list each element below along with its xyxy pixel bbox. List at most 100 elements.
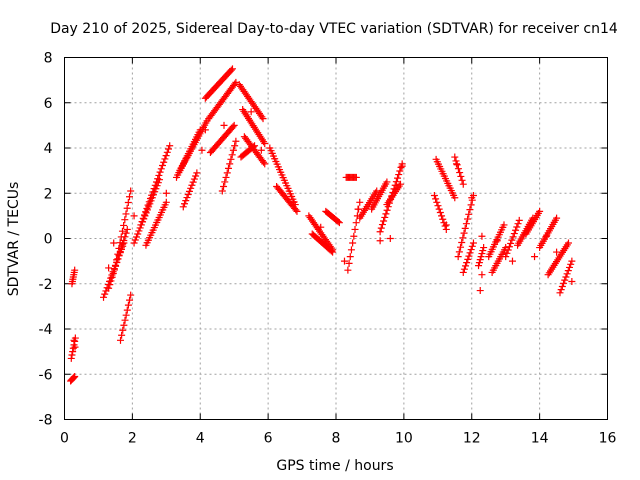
data-point-marker bbox=[71, 266, 79, 274]
data-point-marker bbox=[124, 301, 132, 309]
data-point-marker bbox=[327, 247, 335, 255]
data-point-marker bbox=[110, 266, 118, 274]
data-point-marker bbox=[457, 243, 465, 251]
data-point-marker bbox=[460, 265, 468, 273]
data-point-marker bbox=[476, 256, 484, 264]
data-point-marker bbox=[251, 142, 259, 150]
data-point-marker bbox=[510, 230, 518, 238]
data-point-marker bbox=[223, 169, 231, 177]
data-point-marker bbox=[465, 252, 473, 260]
data-point-marker bbox=[189, 178, 197, 186]
y-tick-label: 4 bbox=[44, 141, 53, 157]
data-point-marker bbox=[467, 246, 475, 254]
data-point-marker bbox=[564, 239, 572, 247]
data-point-marker bbox=[507, 239, 515, 247]
data-point-marker bbox=[179, 203, 187, 211]
data-point-marker bbox=[105, 284, 113, 292]
data-point-marker bbox=[107, 277, 115, 285]
data-point-marker bbox=[224, 164, 232, 172]
data-point-marker bbox=[561, 276, 569, 284]
x-tick-label: 14 bbox=[531, 431, 549, 447]
grid-lines bbox=[64, 57, 608, 420]
data-point-marker bbox=[376, 228, 384, 236]
data-point-marker bbox=[565, 263, 573, 271]
data-point-marker bbox=[221, 178, 229, 186]
data-point-marker bbox=[130, 212, 138, 220]
x-tick-label: 2 bbox=[128, 431, 137, 447]
data-point-marker bbox=[69, 348, 77, 356]
data-point-marker bbox=[115, 244, 123, 252]
data-point-marker bbox=[261, 160, 269, 168]
data-point-marker bbox=[124, 198, 132, 206]
data-point-marker bbox=[69, 344, 77, 352]
data-point-marker bbox=[122, 229, 130, 237]
data-point-marker bbox=[455, 248, 463, 256]
data-point-marker bbox=[184, 190, 192, 198]
data-point-marker bbox=[156, 168, 164, 176]
data-point-marker bbox=[439, 215, 447, 223]
data-point-marker bbox=[398, 162, 406, 170]
data-point-marker bbox=[220, 121, 228, 129]
y-tick-label: -2 bbox=[39, 277, 53, 293]
data-point-marker bbox=[190, 175, 198, 183]
data-point-marker bbox=[536, 207, 544, 215]
data-point-marker bbox=[452, 160, 460, 168]
data-point-marker bbox=[220, 182, 228, 190]
data-point-marker bbox=[381, 213, 389, 221]
data-point-marker bbox=[380, 217, 388, 225]
data-point-marker bbox=[227, 155, 235, 163]
data-point-marker bbox=[160, 158, 168, 166]
data-point-marker bbox=[113, 256, 121, 264]
data-point-marker bbox=[500, 221, 508, 229]
data-point-marker bbox=[162, 189, 170, 197]
data-point-marker bbox=[218, 187, 226, 195]
plot-frame bbox=[64, 57, 608, 420]
data-point-marker bbox=[514, 220, 522, 228]
data-point-marker bbox=[127, 187, 135, 195]
data-point-marker bbox=[476, 287, 484, 295]
data-point-marker bbox=[148, 191, 156, 199]
data-point-marker bbox=[378, 221, 386, 229]
data-point-marker bbox=[478, 250, 486, 258]
data-point-marker bbox=[126, 296, 134, 304]
data-point-marker bbox=[139, 214, 147, 222]
data-point-marker bbox=[352, 173, 360, 181]
data-point-marker bbox=[430, 192, 438, 200]
x-tick-label: 10 bbox=[395, 431, 413, 447]
data-point-marker bbox=[432, 195, 440, 203]
data-point-marker bbox=[377, 224, 385, 232]
data-point-marker bbox=[531, 253, 539, 261]
data-point-marker bbox=[162, 152, 170, 160]
data-point-marker bbox=[382, 210, 390, 218]
data-point-marker bbox=[334, 218, 342, 226]
data-point-marker bbox=[564, 267, 572, 275]
data-point-marker bbox=[121, 316, 129, 324]
data-point-marker bbox=[477, 253, 485, 261]
data-point-marker bbox=[394, 174, 402, 182]
data-point-marker bbox=[106, 281, 114, 289]
data-point-marker bbox=[290, 198, 298, 206]
data-point-marker bbox=[230, 121, 238, 129]
data-point-marker bbox=[293, 207, 301, 215]
data-point-marker bbox=[349, 239, 357, 247]
data-point-marker bbox=[558, 282, 566, 290]
data-point-marker bbox=[201, 126, 209, 134]
data-point-marker bbox=[259, 115, 267, 123]
data-point-marker bbox=[513, 223, 521, 231]
data-point-marker bbox=[478, 271, 486, 279]
data-point-marker bbox=[346, 253, 354, 261]
data-point-marker bbox=[466, 206, 474, 214]
data-point-marker bbox=[459, 268, 467, 276]
data-point-marker bbox=[441, 222, 449, 230]
data-point-marker bbox=[351, 225, 359, 233]
data-point-marker bbox=[453, 161, 461, 169]
data-point-marker bbox=[436, 208, 444, 216]
x-tick-label: 16 bbox=[599, 431, 617, 447]
data-point-marker bbox=[120, 321, 128, 329]
data-point-marker bbox=[145, 198, 153, 206]
data-point-marker bbox=[467, 201, 475, 209]
data-point-marker bbox=[115, 251, 123, 259]
data-point-marker bbox=[460, 229, 468, 237]
data-point-marker bbox=[163, 148, 171, 156]
